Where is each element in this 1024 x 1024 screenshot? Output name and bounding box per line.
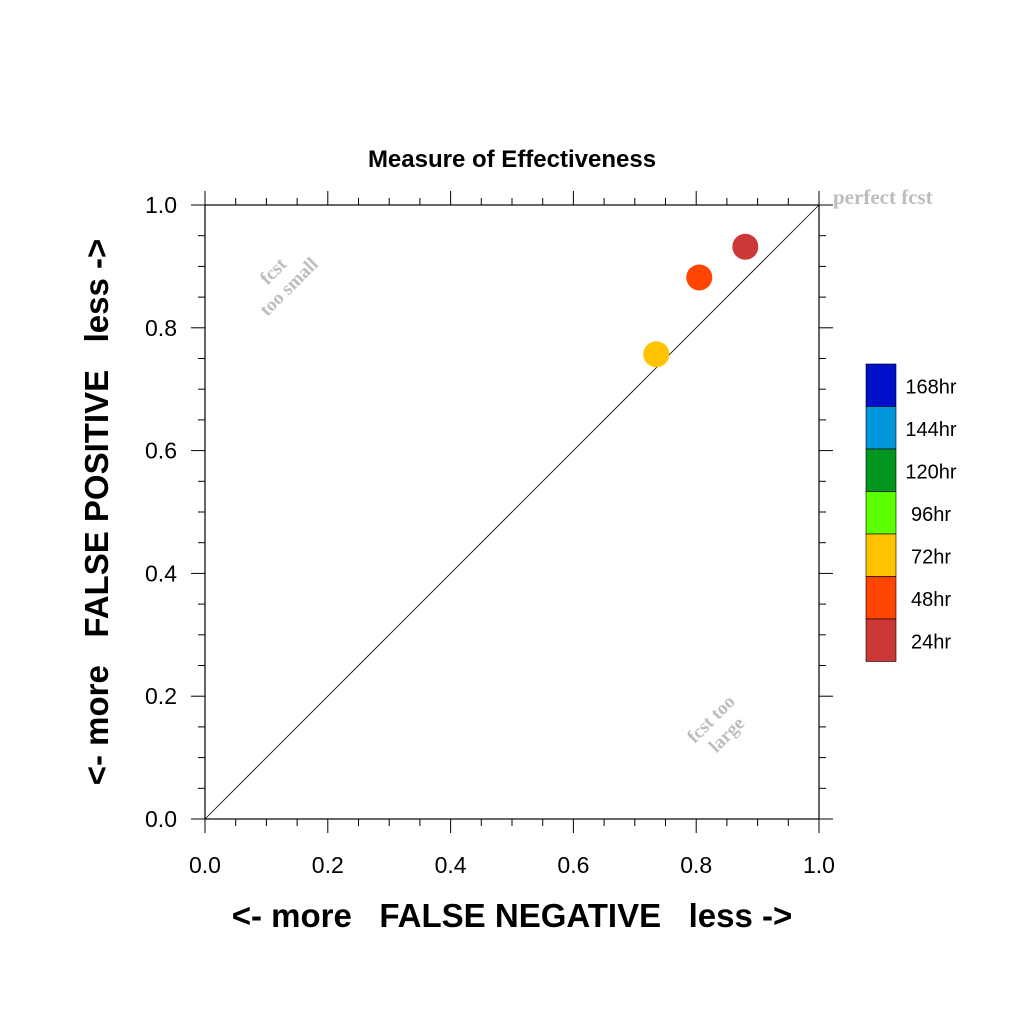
legend-swatch-120hr: [865, 448, 897, 492]
data-points: [643, 233, 759, 368]
y-tick-label: 0.6: [145, 438, 177, 464]
x-tick-label: 0.2: [312, 852, 344, 878]
legend-label-24hr: 24hr: [911, 631, 951, 653]
legend-label-48hr: 48hr: [911, 589, 951, 611]
x-tick-label: 0.6: [557, 852, 589, 878]
legend-label-120hr: 120hr: [905, 461, 956, 483]
y-tick-labels: 0.0 0.2 0.4 0.6 0.8 1.0: [145, 192, 177, 832]
axis-ticks: [191, 191, 833, 833]
y-tick-label: 0.2: [145, 683, 177, 709]
legend: 168hr 144hr 120hr 96hr 72hr 48hr 24hr: [865, 363, 957, 662]
fcst-too-large-annotation: fcst too large: [683, 691, 749, 757]
y-tick-label: 0.4: [145, 560, 177, 586]
y-axis-label: <- more FALSE POSITIVE less ->: [78, 239, 115, 786]
y-tick-label: 1.0: [145, 192, 177, 218]
legend-swatch-48hr: [865, 576, 897, 620]
x-tick-labels: 0.0 0.2 0.4 0.6 0.8 1.0: [189, 852, 835, 878]
legend-swatch-72hr: [865, 533, 897, 577]
legend-label-72hr: 72hr: [911, 546, 951, 568]
data-point-48hr: [686, 264, 713, 291]
data-point-72hr: [643, 341, 670, 368]
chart-title: Measure of Effectiveness: [368, 146, 656, 173]
y-tick-label: 0.8: [145, 315, 177, 341]
legend-swatch-168hr: [865, 363, 897, 407]
legend-swatch-144hr: [865, 406, 897, 450]
x-tick-label: 1.0: [803, 852, 835, 878]
x-tick-label: 0.8: [680, 852, 712, 878]
legend-label-168hr: 168hr: [905, 376, 956, 398]
legend-swatch-96hr: [865, 491, 897, 535]
legend-label-144hr: 144hr: [905, 419, 956, 441]
y-tick-label: 0.0: [145, 806, 177, 832]
perfect-fcst-annotation: perfect fcst: [833, 185, 933, 209]
x-tick-label: 0.0: [189, 852, 221, 878]
x-tick-label: 0.4: [435, 852, 467, 878]
perfect-forecast-line: [204, 204, 820, 820]
legend-swatch-24hr: [865, 618, 897, 662]
data-point-24hr: [732, 233, 759, 260]
x-axis-label: <- more FALSE NEGATIVE less ->: [232, 897, 793, 934]
fcst-too-small-annotation: fcst too small: [256, 254, 323, 321]
legend-label-96hr: 96hr: [911, 504, 951, 526]
